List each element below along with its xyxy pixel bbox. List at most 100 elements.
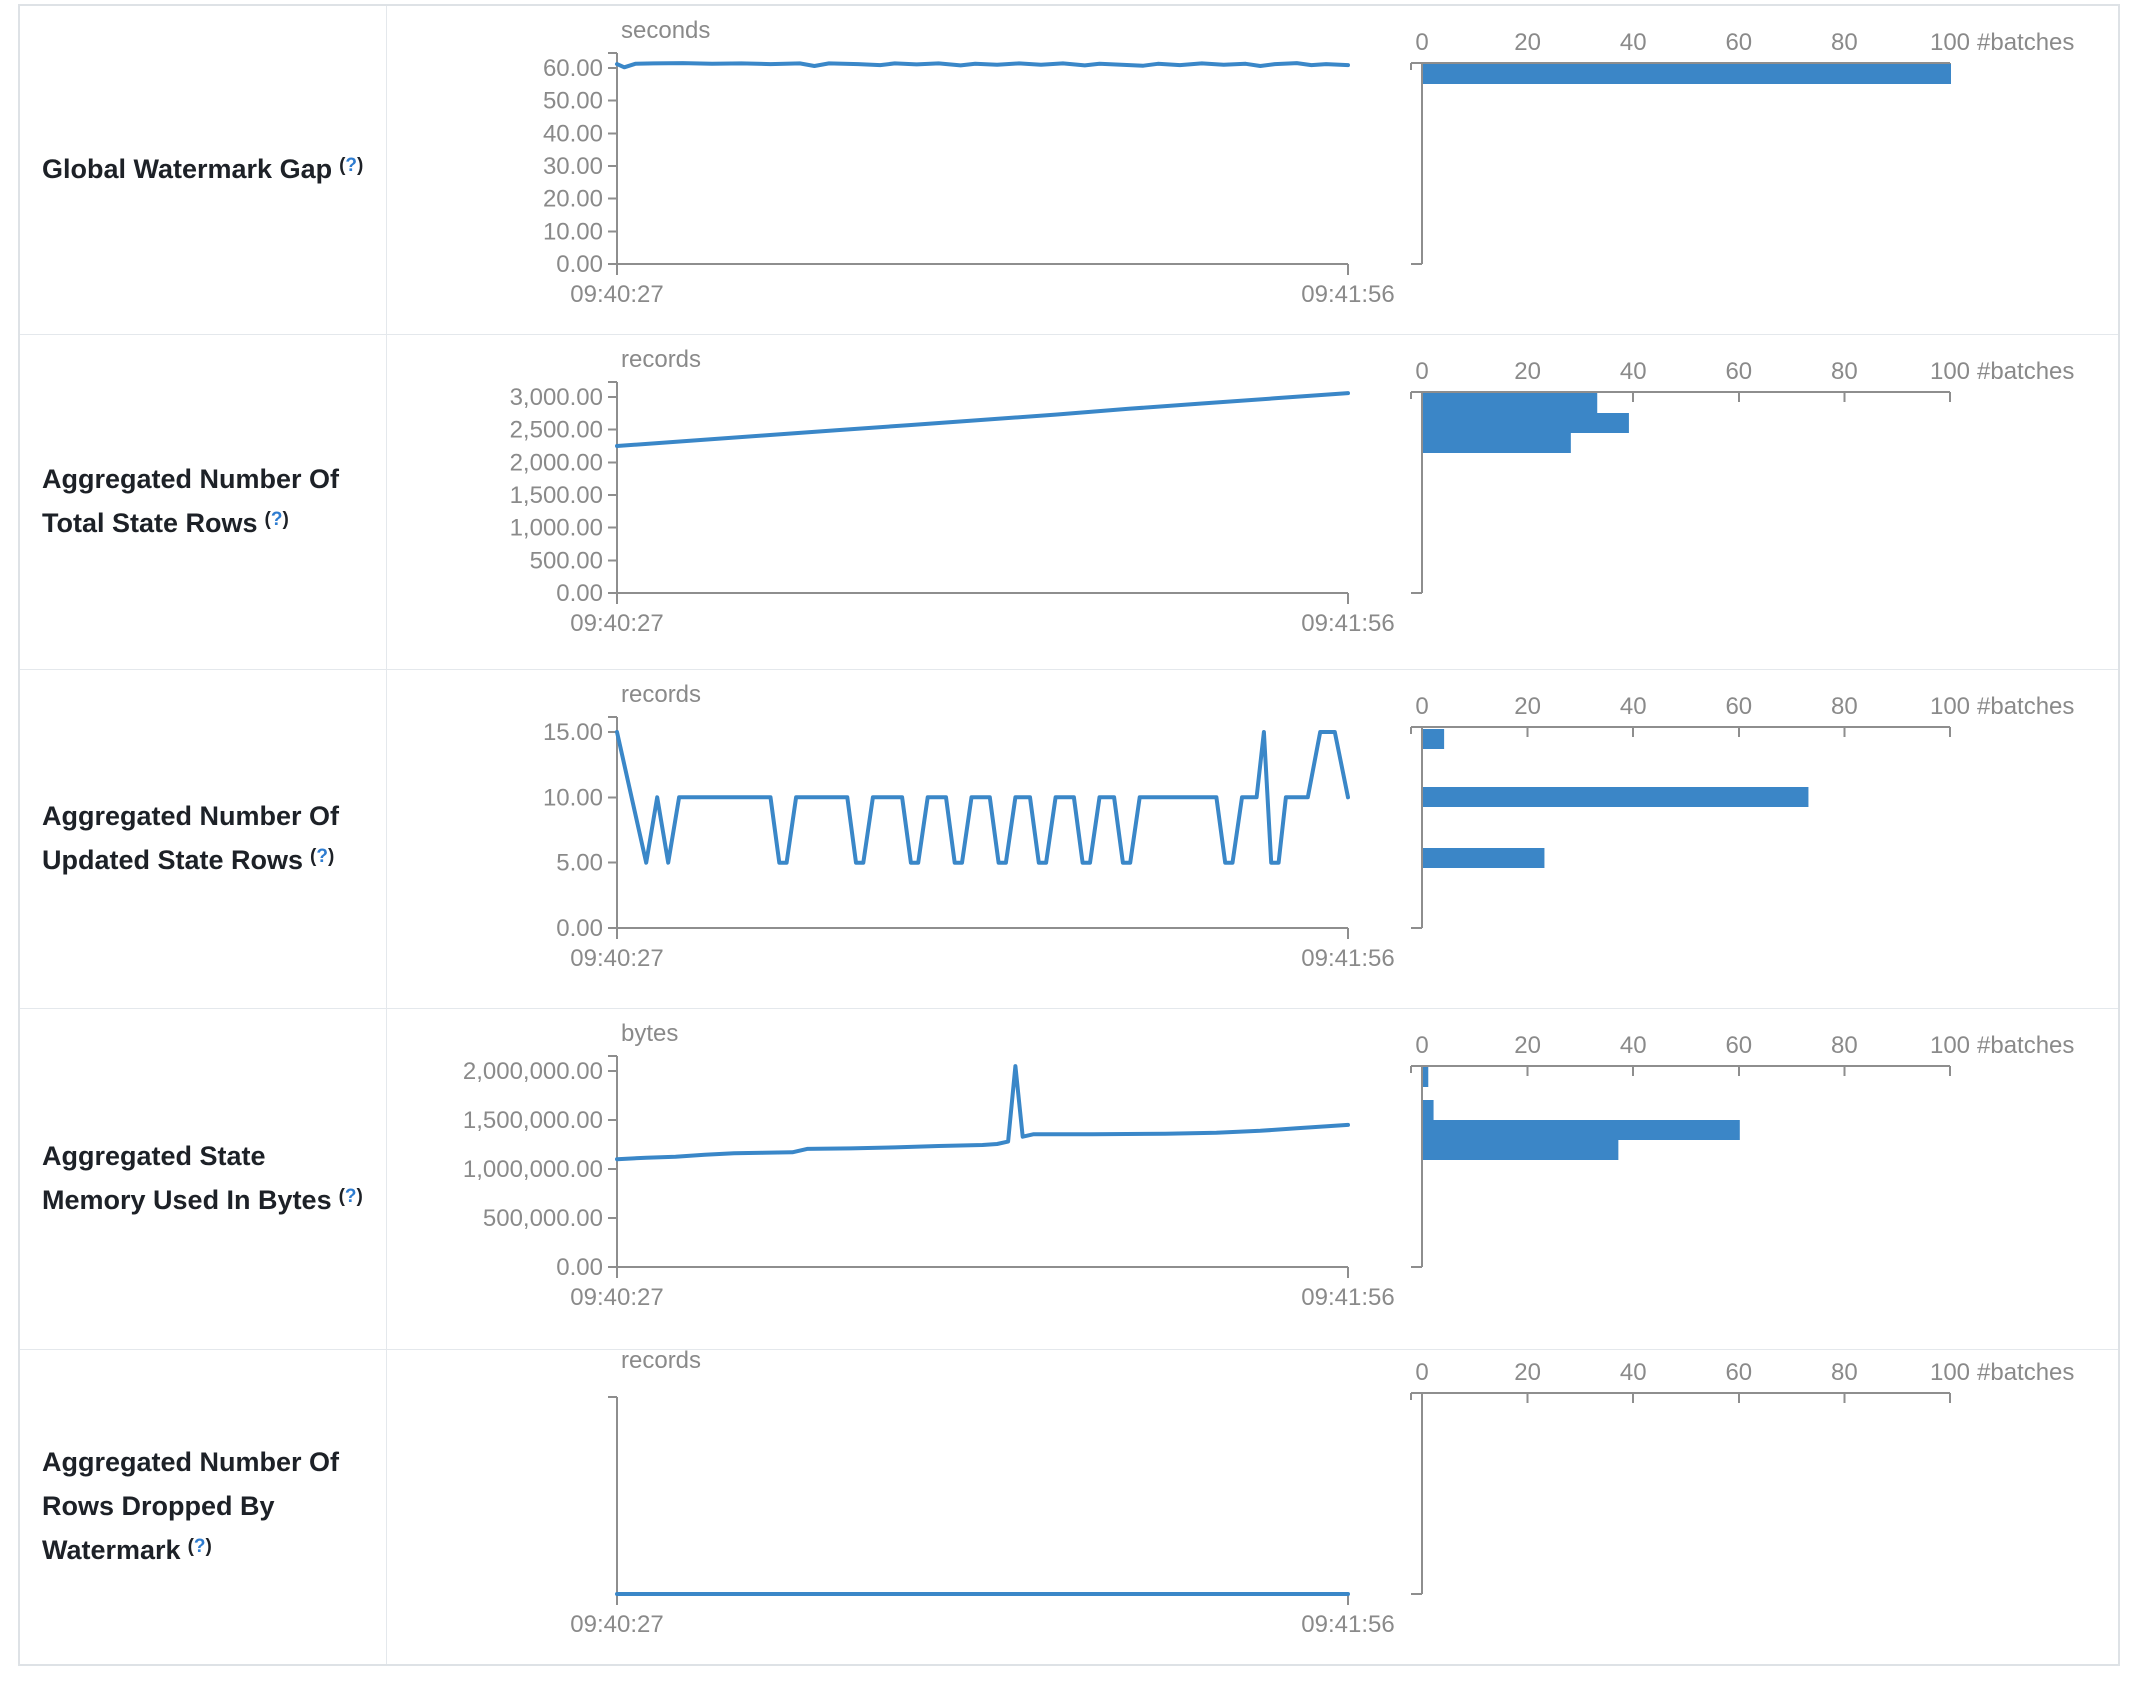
- timeline-y-tick-label: 20.00: [543, 186, 603, 213]
- timeline-y-tick-label: 10.00: [543, 218, 603, 245]
- help-link[interactable]: (?): [188, 1536, 212, 1557]
- metric-label-cell: Aggregated Number Of Updated State Rows(…: [20, 670, 387, 1008]
- metric-row-rows-dropped-by-watermark: Aggregated Number Of Rows Dropped By Wat…: [20, 1350, 2118, 1664]
- help-question-link[interactable]: ?: [345, 155, 358, 177]
- help-paren-open: (: [264, 509, 271, 530]
- histogram-bar: [1423, 787, 1809, 807]
- timeline-chart: records 0.00 5.00 10.00 15.00 09:40:27 09:41:5…: [543, 681, 1395, 972]
- histogram-top-tick-label: 60: [1725, 1359, 1752, 1386]
- help-link[interactable]: (?): [339, 1186, 363, 1207]
- histogram-bar: [1423, 848, 1545, 868]
- histogram-top-tick-label: 20: [1514, 1359, 1541, 1386]
- metric-row-updated-state-rows: Aggregated Number Of Updated State Rows(…: [20, 670, 2118, 1009]
- help-paren-close: ): [282, 509, 289, 530]
- help-paren-open: (: [338, 1186, 345, 1207]
- timeline-y-tick-label: 2,000.00: [510, 449, 603, 476]
- metric-charts-svg: records 0.00 5.00 10.00 15.00 09:40:27 09:41:5…: [543, 681, 2074, 972]
- charts-cell: bytes 0.00 500,000.00 1,000,000.00 1,500,000…: [387, 1009, 2118, 1349]
- charts-cell: records 0.00 500.00 1,000.00 1,500.00 2,000.0…: [387, 335, 2118, 669]
- metric-title-text: Aggregated Number Of Updated State Rows: [42, 801, 340, 875]
- help-question-link[interactable]: ?: [316, 846, 328, 867]
- histogram-bar: [1423, 413, 1629, 433]
- metric-label-cell: Global Watermark Gap (?): [20, 6, 387, 334]
- histogram-top-tick-label: 20: [1514, 29, 1541, 56]
- timeline-unit-label: records: [621, 346, 701, 373]
- histogram-bar: [1423, 433, 1571, 453]
- help-paren-close: ): [357, 155, 364, 177]
- histogram-top-tick-label: 20: [1514, 358, 1541, 385]
- timeline-y-tick-label: 3,000.00: [510, 384, 603, 411]
- timeline-x-label-end: 09:41:56: [1301, 1611, 1394, 1638]
- timeline-chart: records 0.00 500.00 1,000.00 1,500.00 2,000.0…: [510, 346, 1395, 637]
- histogram-top-tick-label: 0: [1415, 1359, 1428, 1386]
- histogram-top-tick-label: 60: [1725, 358, 1752, 385]
- histogram-top-tick-label: 0: [1415, 1032, 1428, 1059]
- help-paren-open: (: [310, 846, 317, 867]
- timeline-unit-label: bytes: [621, 1020, 678, 1047]
- timeline-line: [615, 730, 1350, 865]
- batches-axis-label: #batches: [1977, 29, 2074, 56]
- help-link[interactable]: (?): [265, 509, 289, 530]
- histogram-top-tick-label: 80: [1831, 358, 1858, 385]
- histogram-chart: 0 20 40 60 80 100 #batches: [1410, 358, 2074, 594]
- help-question-link[interactable]: ?: [270, 509, 283, 530]
- timeline-y-tick-label: 0.00: [556, 915, 603, 942]
- help-question-link[interactable]: ?: [344, 1186, 357, 1207]
- histogram-top-tick-label: 40: [1620, 1032, 1647, 1059]
- timeline-y-tick-label: 50.00: [543, 88, 603, 115]
- help-question-link[interactable]: ?: [193, 1535, 206, 1557]
- metric-row-global-watermark-gap: Global Watermark Gap (?) seconds 0.00 10.00…: [20, 6, 2118, 335]
- charts-cell: records 09:40:27 09:41:56 0 20 40 60 80 100 #batc…: [387, 1350, 2118, 1664]
- charts-cell: seconds 0.00 10.00 20.00 30.00 40.00 50.00 60.0…: [387, 6, 2118, 334]
- metric-label-cell: Aggregated Number Of Total State Rows (?): [20, 335, 387, 669]
- histogram-top-tick-label: 20: [1514, 1032, 1541, 1059]
- batches-axis-label: #batches: [1977, 693, 2074, 720]
- timeline-x-label-start: 09:40:27: [570, 1611, 663, 1638]
- metric-charts-svg: seconds 0.00 10.00 20.00 30.00 40.00 50.00 60.0…: [543, 17, 2074, 308]
- timeline-line: [615, 391, 1350, 448]
- timeline-x-label-start: 09:40:27: [570, 1284, 663, 1311]
- histogram-top-tick-label: 60: [1725, 693, 1752, 720]
- metric-label-cell: Aggregated State Memory Used In Bytes (?): [20, 1009, 387, 1349]
- metric-title-text: Aggregated Number Of Total State Rows: [42, 464, 340, 538]
- timeline-chart: seconds 0.00 10.00 20.00 30.00 40.00 50.00 60.0…: [543, 17, 1395, 308]
- histogram-bar: [1423, 1067, 1429, 1087]
- metric-charts-svg: records 0.00 500.00 1,000.00 1,500.00 2,000.0…: [510, 346, 2075, 637]
- metric-charts-svg: records 09:40:27 09:41:56 0 20 40 60 80 100 #batc…: [570, 1350, 2074, 1638]
- timeline-line: [615, 61, 1350, 70]
- timeline-unit-label: records: [621, 681, 701, 708]
- help-paren-close: ): [356, 1186, 363, 1207]
- timeline-y-tick-label: 1,000,000.00: [463, 1156, 603, 1183]
- timeline-y-tick-label: 2,000,000.00: [463, 1058, 603, 1085]
- timeline-x-label-start: 09:40:27: [570, 945, 663, 972]
- histogram-top-tick-label: 80: [1831, 693, 1858, 720]
- histogram-bar: [1423, 64, 1951, 84]
- timeline-y-tick-label: 0.00: [556, 251, 603, 278]
- histogram-chart: 0 20 40 60 80 100 #batches: [1410, 1359, 2074, 1595]
- timeline-y-tick-label: 500.00: [530, 547, 603, 574]
- histogram-top-tick-label: 80: [1831, 1032, 1858, 1059]
- histogram-bar: [1423, 1140, 1619, 1160]
- help-link[interactable]: (?): [339, 155, 363, 176]
- histogram-top-tick-label: 60: [1725, 1032, 1752, 1059]
- help-paren-close: ): [327, 846, 335, 867]
- metric-title-text: Aggregated State Memory Used In Bytes: [42, 1141, 332, 1215]
- metric-title-text: Aggregated Number Of Rows Dropped By Wat…: [42, 1447, 340, 1565]
- histogram-top-tick-label: 100: [1930, 29, 1970, 56]
- histogram-top-tick-label: 40: [1620, 1359, 1647, 1386]
- histogram-bar: [1423, 1120, 1740, 1140]
- timeline-y-tick-label: 1,500,000.00: [463, 1107, 603, 1134]
- timeline-x-label-start: 09:40:27: [570, 281, 663, 308]
- help-link[interactable]: (?): [310, 846, 334, 867]
- histogram-top-tick-label: 0: [1415, 358, 1428, 385]
- timeline-x-label-end: 09:41:56: [1301, 610, 1394, 637]
- timeline-chart: bytes 0.00 500,000.00 1,000,000.00 1,500,000…: [463, 1020, 1395, 1311]
- metric-title: Aggregated State Memory Used In Bytes (?): [42, 1135, 371, 1222]
- histogram-top-tick-label: 60: [1725, 29, 1752, 56]
- metric-title-text: Global Watermark Gap: [42, 154, 333, 185]
- histogram-top-tick-label: 0: [1415, 29, 1428, 56]
- batches-axis-label: #batches: [1977, 1032, 2074, 1059]
- metric-title: Aggregated Number Of Total State Rows (?): [42, 458, 371, 545]
- timeline-unit-label: seconds: [621, 17, 710, 44]
- metric-charts-svg: bytes 0.00 500,000.00 1,000,000.00 1,500,000…: [463, 1020, 2075, 1311]
